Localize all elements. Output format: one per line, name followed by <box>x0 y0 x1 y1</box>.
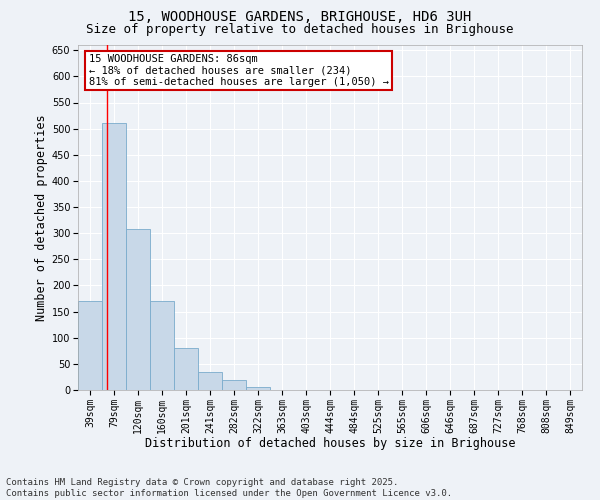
Bar <box>150 301 174 390</box>
Bar <box>78 301 102 390</box>
Text: 15 WOODHOUSE GARDENS: 86sqm
← 18% of detached houses are smaller (234)
81% of se: 15 WOODHOUSE GARDENS: 86sqm ← 18% of det… <box>89 54 389 87</box>
Text: 15, WOODHOUSE GARDENS, BRIGHOUSE, HD6 3UH: 15, WOODHOUSE GARDENS, BRIGHOUSE, HD6 3U… <box>128 10 472 24</box>
Bar <box>174 348 198 390</box>
Bar <box>198 372 222 390</box>
Text: Size of property relative to detached houses in Brighouse: Size of property relative to detached ho… <box>86 22 514 36</box>
X-axis label: Distribution of detached houses by size in Brighouse: Distribution of detached houses by size … <box>145 437 515 450</box>
Y-axis label: Number of detached properties: Number of detached properties <box>35 114 47 321</box>
Bar <box>126 229 150 390</box>
Text: Contains HM Land Registry data © Crown copyright and database right 2025.
Contai: Contains HM Land Registry data © Crown c… <box>6 478 452 498</box>
Bar <box>246 388 270 390</box>
Bar <box>222 380 246 390</box>
Bar <box>102 124 126 390</box>
